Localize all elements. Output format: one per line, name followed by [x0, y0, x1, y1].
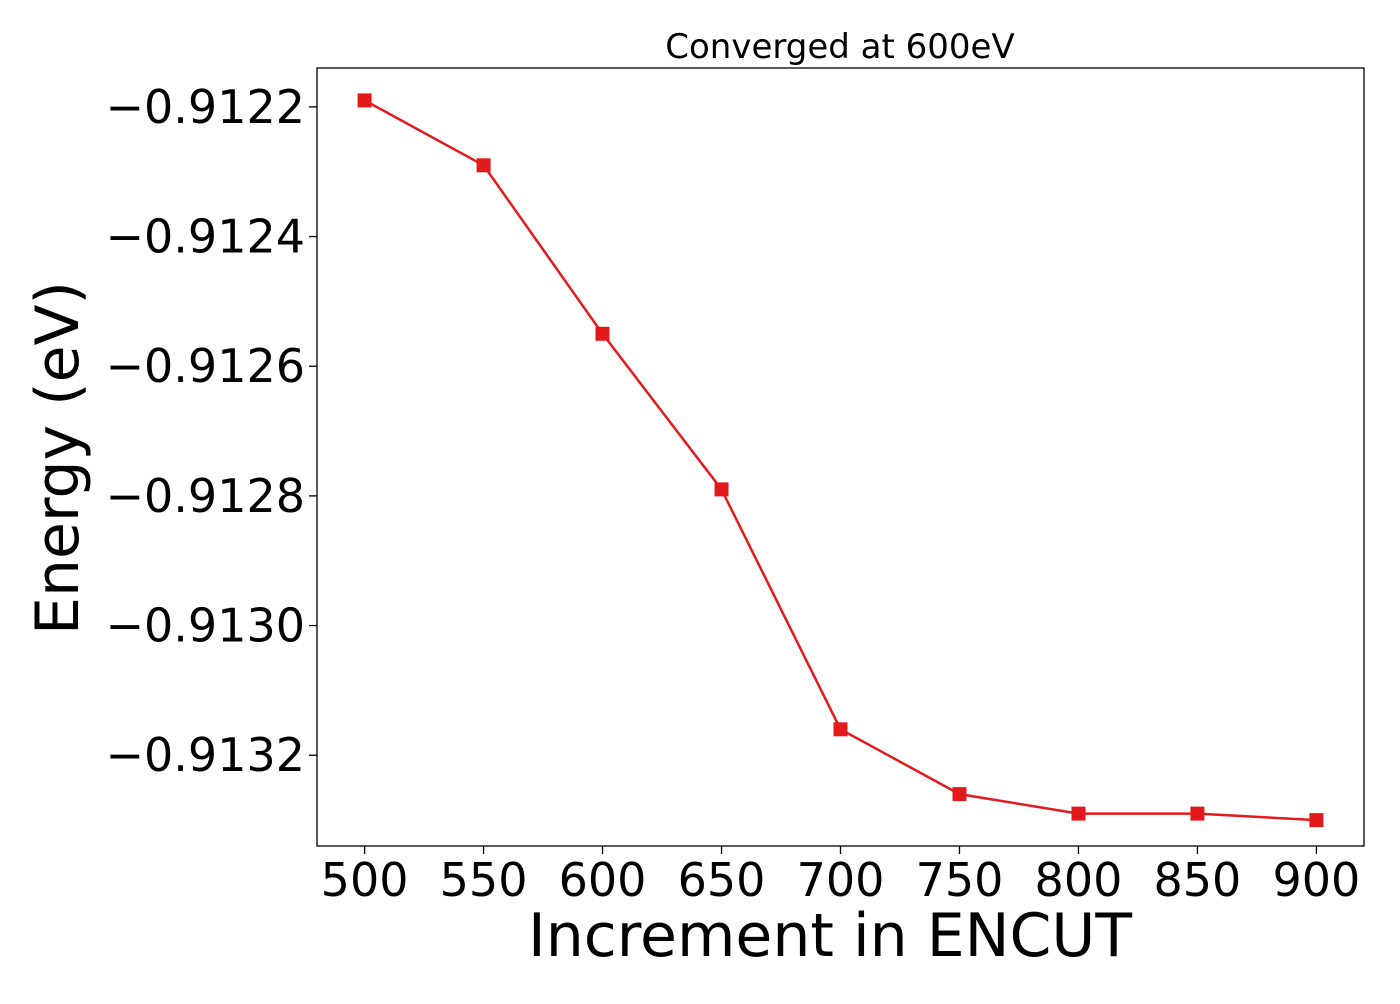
series-layer — [357, 93, 1324, 828]
data-point-marker — [714, 482, 729, 497]
x-tick-label: 850 — [1154, 853, 1242, 907]
y-axis: −0.9122 −0.9124 −0.9126 −0.9128 −0.9130 −0.91… — [106, 80, 317, 782]
x-tick-label: 650 — [678, 853, 766, 907]
data-point-marker — [1190, 806, 1205, 821]
y-tick-label: −0.9122 — [106, 80, 306, 134]
data-point-marker — [1071, 806, 1086, 821]
x-tick-label: 700 — [797, 853, 885, 907]
x-tick-label: 500 — [321, 853, 409, 907]
y-tick-label: −0.9130 — [106, 599, 306, 653]
data-point-marker — [476, 158, 491, 173]
plot-area: 500 550 600 650 700 750 800 850 900 −0.9122−0.91… — [106, 67, 1365, 907]
chart-title: Converged at 600eV — [665, 27, 1014, 67]
x-tick-label: 900 — [1273, 853, 1361, 907]
y-tick-label: −0.9128 — [106, 469, 306, 523]
y-tick-label: −0.9132 — [106, 728, 306, 782]
x-tick-label: 600 — [559, 853, 647, 907]
x-tick-label: 800 — [1035, 853, 1123, 907]
y-tick-label: −0.9126 — [106, 339, 306, 393]
x-tick-label: 550 — [440, 853, 528, 907]
data-point-marker — [952, 787, 967, 802]
data-point-marker — [595, 326, 610, 341]
data-point-marker — [1309, 813, 1324, 828]
data-point-marker — [833, 722, 848, 737]
data-point-marker — [357, 93, 372, 108]
x-tick-label: 750 — [916, 853, 1004, 907]
x-axis: 500 550 600 650 700 750 800 850 900 — [321, 846, 1361, 907]
y-axis-title: Energy (eV) — [23, 281, 93, 635]
x-axis-title: Increment in ENCUT — [528, 901, 1132, 971]
y-tick-label: −0.9124 — [106, 210, 306, 264]
